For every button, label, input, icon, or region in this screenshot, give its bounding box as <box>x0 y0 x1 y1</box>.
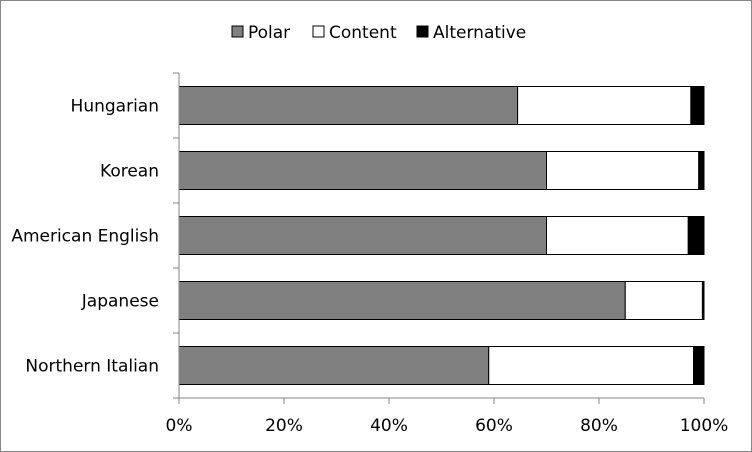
bar-american-english-alternative <box>687 216 705 255</box>
bar-hungarian-polar <box>178 86 519 125</box>
bar-japanese-content <box>624 281 703 320</box>
legend: Polar Content Alternative <box>231 23 526 43</box>
legend-swatch-content <box>312 25 325 38</box>
category-label-northern-italian: Northern Italian <box>25 357 159 377</box>
bar-korean-content <box>546 151 700 190</box>
bar-japanese-alternative <box>701 281 705 320</box>
legend-swatch-polar <box>231 25 244 38</box>
category-label-hungarian: Hungarian <box>71 97 159 117</box>
x-tick-label-0: 0% <box>166 416 193 436</box>
category-labels: Hungarian Korean American English Japanese N… <box>11 97 159 377</box>
legend-label-polar: Polar <box>248 23 290 43</box>
x-tick-label-4: 80% <box>580 416 618 436</box>
bars <box>178 86 705 385</box>
bar-northern-italian-alternative <box>693 346 705 385</box>
bar-japanese-polar <box>178 281 626 320</box>
bar-hungarian-alternative <box>690 86 705 125</box>
category-label-japanese: Japanese <box>81 292 159 312</box>
legend-label-content: Content <box>329 23 397 43</box>
bar-american-english-content <box>546 216 689 255</box>
x-tick-label-2: 40% <box>370 416 408 436</box>
legend-label-alternative: Alternative <box>433 23 526 43</box>
bar-korean-alternative <box>698 151 705 190</box>
x-tick-label-3: 60% <box>475 416 513 436</box>
bar-hungarian-content <box>517 86 692 125</box>
x-tick-label-5: 100% <box>680 416 729 436</box>
bar-american-english-polar <box>178 216 547 255</box>
bar-korean-polar <box>178 151 547 190</box>
x-tick-label-1: 20% <box>265 416 303 436</box>
x-tick-labels: 0% 20% 40% 60% 80% 100% <box>166 416 729 436</box>
bar-northern-italian-polar <box>178 346 490 385</box>
legend-swatch-alternative <box>416 25 429 38</box>
category-label-korean: Korean <box>100 162 159 182</box>
axes <box>173 72 705 404</box>
category-label-american-english: American English <box>11 227 159 247</box>
bar-northern-italian-content <box>488 346 694 385</box>
